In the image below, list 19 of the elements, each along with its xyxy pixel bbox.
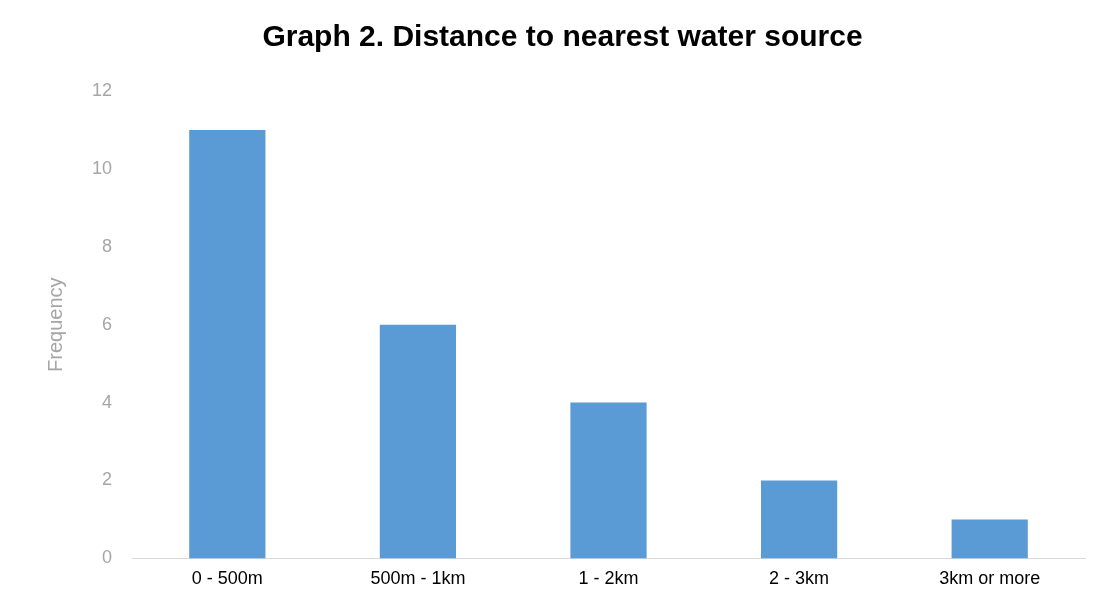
y-tick-label: 12	[91, 79, 113, 100]
x-tick-label: 1 - 2km	[578, 568, 639, 589]
chart-title: Graph 2. Distance to nearest water source	[262, 19, 863, 53]
y-tick-label: 0	[102, 547, 113, 568]
bar	[189, 129, 266, 559]
bar	[570, 402, 647, 559]
y-tick-label: 4	[102, 391, 113, 412]
bar	[951, 519, 1028, 559]
y-tick-label: 10	[91, 157, 113, 178]
y-axis-title: Frequency	[43, 277, 66, 372]
bar	[379, 324, 457, 559]
y-tick-label: 8	[102, 235, 113, 256]
bar	[760, 480, 838, 559]
x-tick-label: 0 - 500m	[191, 568, 263, 589]
y-tick-label: 6	[102, 313, 113, 334]
x-tick-label: 3km or more	[939, 568, 1041, 589]
x-tick-label: 2 - 3km	[769, 568, 830, 589]
x-tick-label: 500m - 1km	[370, 568, 466, 589]
y-tick-label: 2	[102, 469, 113, 490]
